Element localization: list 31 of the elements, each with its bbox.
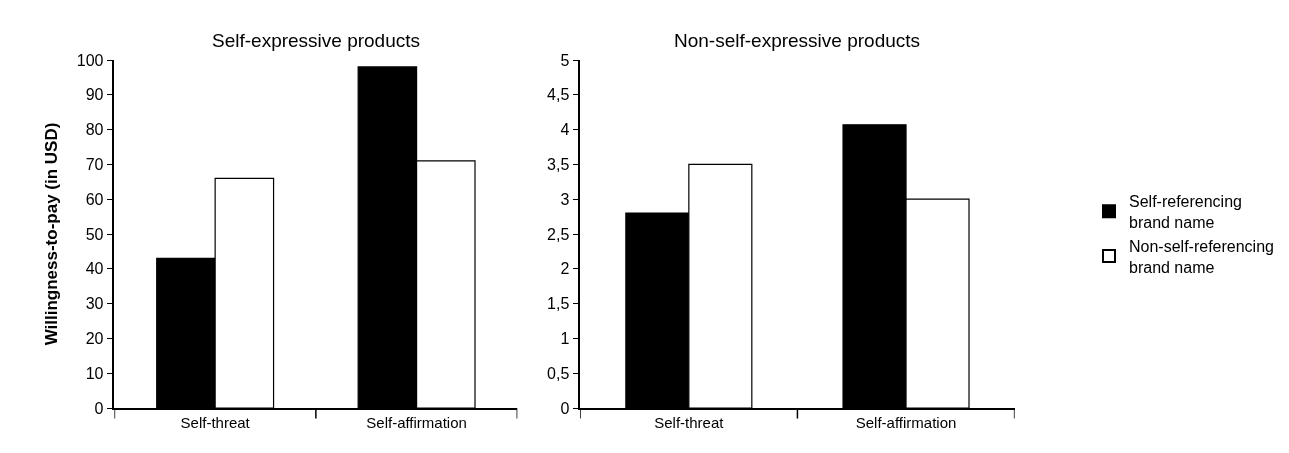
y-tick-label: 2,5 bbox=[547, 225, 570, 243]
x-tick-label: Self-threat bbox=[180, 413, 251, 431]
y-tick-label: 70 bbox=[85, 156, 104, 173]
y-tick-label: 3 bbox=[560, 190, 570, 208]
y-tick-label: 4 bbox=[560, 121, 570, 139]
x-tick-label: Self-affirmation bbox=[855, 413, 957, 431]
y-tick-label: 30 bbox=[85, 295, 104, 313]
y-tick-label: 20 bbox=[85, 330, 104, 347]
y-tick-label: 0 bbox=[94, 399, 104, 417]
x-tick-label: Self-threat bbox=[654, 413, 725, 431]
y-tick-label: 1 bbox=[560, 330, 570, 347]
y-tick-label: 5 bbox=[560, 51, 570, 69]
y-tick-label: 2 bbox=[560, 260, 570, 278]
legend-label: Non-self-referencing brand name bbox=[1129, 237, 1274, 276]
y-tick-label: 90 bbox=[85, 86, 104, 104]
y-tick-label: 60 bbox=[85, 190, 104, 208]
y-tick-label: 0,5 bbox=[547, 364, 570, 382]
y-axis-title: Willingness-to-pay (in USD) bbox=[41, 122, 61, 346]
y-tick-label: 50 bbox=[85, 225, 104, 243]
y-tick-label: 100 bbox=[76, 51, 104, 69]
y-tick-label: 4,5 bbox=[547, 86, 570, 104]
legend-label: Self-referencing brand name bbox=[1129, 193, 1242, 231]
y-tick-label: 1,5 bbox=[547, 295, 570, 313]
y-tick-label: 80 bbox=[85, 121, 104, 139]
y-tick-label: 3,5 bbox=[547, 156, 570, 173]
chart-title: Self-expressive products bbox=[212, 30, 421, 51]
y-tick-label: 0 bbox=[560, 399, 570, 417]
y-tick-label: 10 bbox=[85, 364, 104, 382]
chart-title: Non-self-expressive products bbox=[674, 30, 921, 51]
y-tick-label: 40 bbox=[85, 260, 104, 278]
x-tick-label: Self-affirmation bbox=[366, 413, 467, 431]
